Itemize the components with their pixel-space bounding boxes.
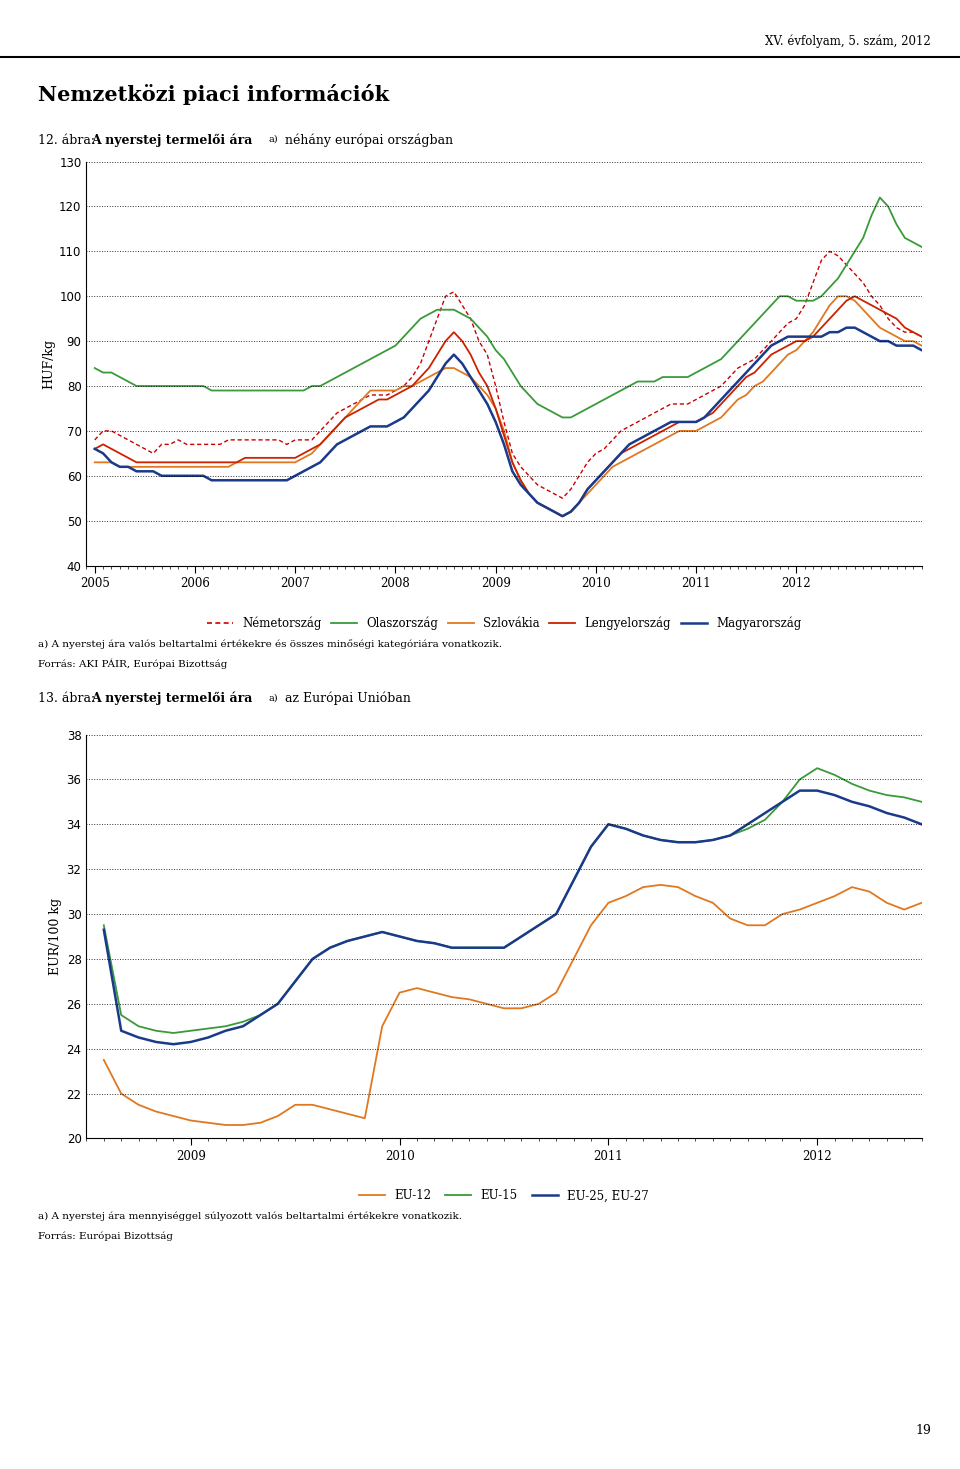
Legend: EU-12, EU-15, EU-25, EU-27: EU-12, EU-15, EU-25, EU-27: [354, 1185, 654, 1208]
Text: A nyerstej termelői ára: A nyerstej termelői ára: [91, 692, 252, 705]
Text: 19: 19: [915, 1423, 931, 1437]
Text: 12. ábra:: 12. ábra:: [38, 134, 100, 147]
Text: XV. évfolyam, 5. szám, 2012: XV. évfolyam, 5. szám, 2012: [765, 34, 931, 48]
Y-axis label: HUF/kg: HUF/kg: [42, 338, 55, 389]
Text: néhány európai országban: néhány európai országban: [281, 134, 453, 147]
Text: a): a): [269, 135, 278, 144]
Text: a): a): [269, 693, 278, 702]
Text: a) A nyerstej ára valós beltartalmi értékekre és összes minőségi kategóriára von: a) A nyerstej ára valós beltartalmi érté…: [38, 639, 502, 649]
Text: Forrás: AKI PÁIR, Európai Bizottság: Forrás: AKI PÁIR, Európai Bizottság: [38, 658, 228, 668]
Text: a) A nyerstej ára mennyiséggel súlyozott valós beltartalmi értékekre vonatkozik.: a) A nyerstej ára mennyiséggel súlyozott…: [38, 1212, 463, 1221]
Text: 13. ábra:: 13. ábra:: [38, 692, 100, 705]
Legend: Németország, Olaszország, Szlovákia, Lengyelország, Magyarország: Németország, Olaszország, Szlovákia, Len…: [202, 613, 806, 635]
Text: az Európai Unióban: az Európai Unióban: [281, 692, 411, 705]
Y-axis label: EUR/100 kg: EUR/100 kg: [49, 898, 62, 975]
Text: Forrás: Európai Bizottság: Forrás: Európai Bizottság: [38, 1231, 174, 1240]
Text: Nemzetközi piaci információk: Nemzetközi piaci információk: [38, 84, 390, 104]
Text: A nyerstej termelői ára: A nyerstej termelői ára: [91, 134, 252, 147]
